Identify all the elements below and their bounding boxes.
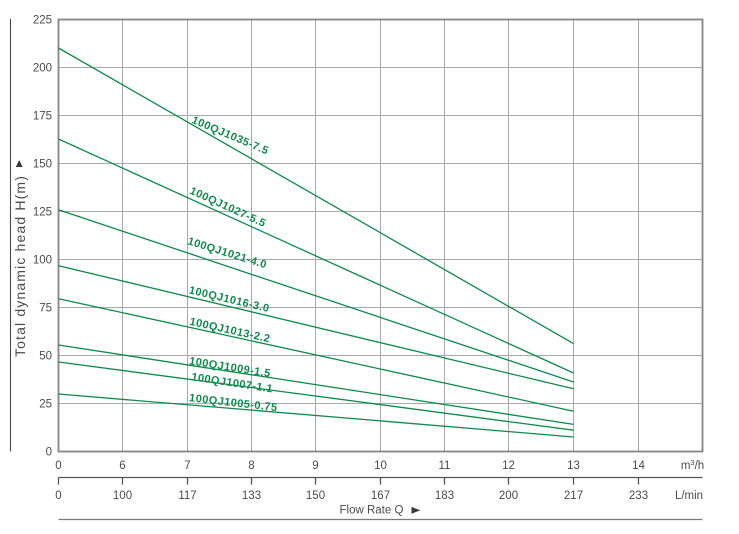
svg-text:m3/h: m3/h [681, 458, 704, 472]
svg-text:225: 225 [33, 15, 52, 27]
svg-text:8: 8 [248, 460, 254, 472]
svg-text:13: 13 [567, 460, 580, 472]
svg-text:150: 150 [306, 490, 325, 502]
svg-text:12: 12 [502, 460, 515, 472]
svg-text:L/min: L/min [675, 490, 703, 502]
svg-text:100: 100 [113, 490, 132, 502]
svg-text:0: 0 [55, 490, 61, 502]
svg-text:167: 167 [371, 490, 390, 502]
svg-text:100: 100 [33, 255, 52, 267]
svg-text:10: 10 [374, 460, 387, 472]
svg-text:217: 217 [564, 490, 583, 502]
svg-text:Total dynamic head H(m): Total dynamic head H(m) [12, 175, 28, 357]
svg-text:0: 0 [46, 447, 52, 459]
svg-text:9: 9 [312, 460, 318, 472]
svg-text:11: 11 [439, 460, 451, 472]
svg-text:133: 133 [242, 490, 261, 502]
svg-text:117: 117 [178, 490, 196, 502]
svg-text:183: 183 [435, 490, 454, 502]
svg-text:6: 6 [119, 460, 125, 472]
svg-text:200: 200 [33, 63, 52, 75]
svg-text:Flow Rate Q: Flow Rate Q [340, 505, 404, 517]
svg-text:175: 175 [33, 111, 52, 123]
svg-text:125: 125 [33, 207, 52, 219]
svg-text:50: 50 [39, 351, 52, 363]
svg-text:25: 25 [39, 399, 52, 411]
svg-text:150: 150 [33, 159, 52, 171]
svg-text:0: 0 [55, 460, 61, 472]
svg-text:75: 75 [39, 303, 52, 315]
svg-text:14: 14 [632, 460, 645, 472]
svg-text:233: 233 [629, 490, 648, 502]
svg-text:7: 7 [184, 460, 190, 472]
svg-text:200: 200 [499, 490, 518, 502]
